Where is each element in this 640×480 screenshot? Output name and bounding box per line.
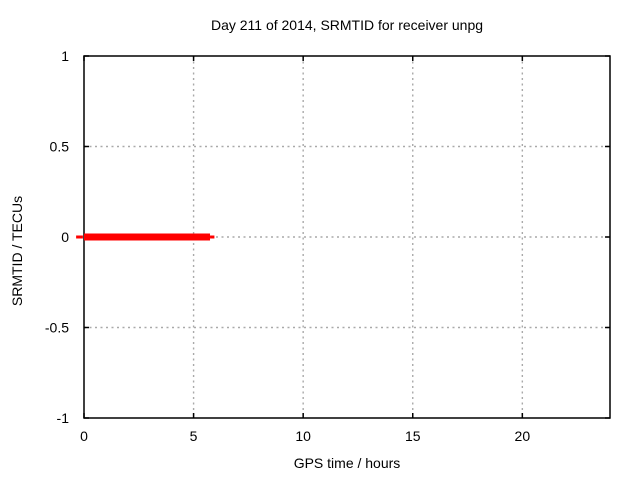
x-tick-label: 15 (405, 428, 421, 444)
x-tick-label: 10 (295, 428, 311, 444)
chart-title: Day 211 of 2014, SRMTID for receiver unp… (210, 17, 484, 33)
x-tick-label: 5 (190, 428, 198, 444)
y-tick-label: -0.5 (45, 320, 69, 336)
y-tick-label: 1 (61, 48, 69, 64)
y-tick-label: -1 (57, 410, 70, 426)
x-axis-label: GPS time / hours (293, 455, 401, 471)
y-tick-label: 0 (61, 229, 69, 245)
y-tick-label: 0.5 (50, 139, 70, 155)
x-tick-label: 0 (80, 428, 88, 444)
x-tick-label: 20 (515, 428, 531, 444)
